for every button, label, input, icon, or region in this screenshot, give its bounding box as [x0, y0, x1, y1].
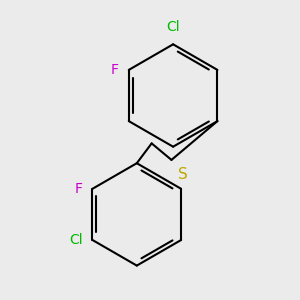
Text: S: S	[178, 167, 188, 182]
Text: F: F	[75, 182, 83, 196]
Text: Cl: Cl	[69, 233, 82, 247]
Text: Cl: Cl	[166, 20, 180, 34]
Text: F: F	[111, 63, 119, 77]
